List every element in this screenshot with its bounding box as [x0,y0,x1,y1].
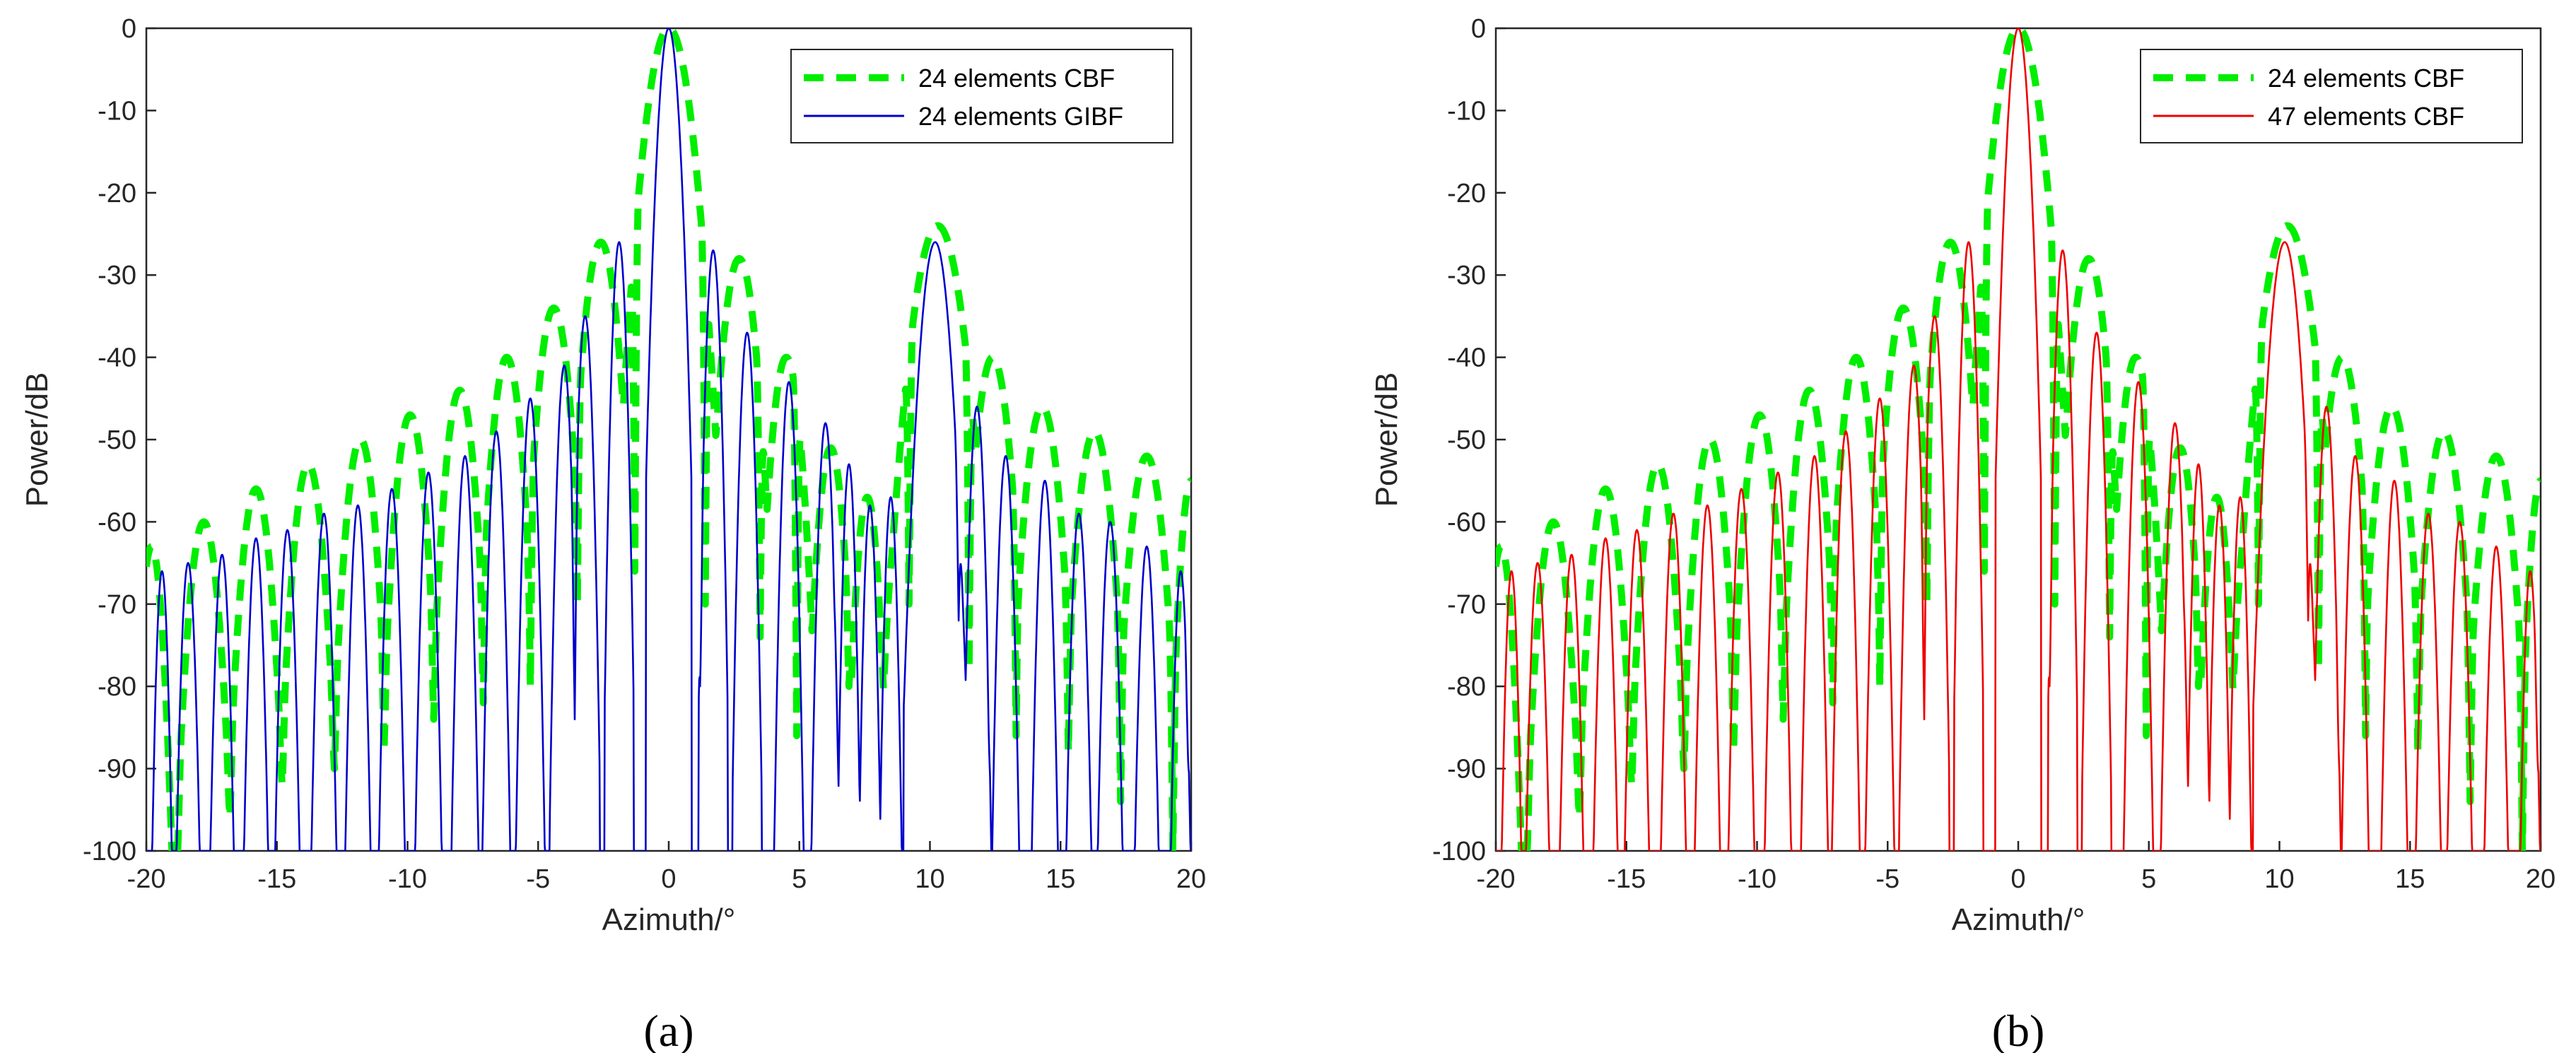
y-tick-label: -30 [98,261,136,290]
y-tick-label: -40 [98,343,136,373]
legend-label-cbf24: 24 elements CBF [2268,64,2464,93]
x-tick-label: -5 [526,864,550,894]
y-tick-label: -20 [98,179,136,208]
x-tick-label: -10 [1738,864,1776,894]
legend: 24 elements CBF 24 elements GIBF [790,49,1173,143]
y-tick-label: -60 [1447,507,1486,537]
x-tick-label: 5 [792,864,807,894]
y-tick-label: -30 [1447,261,1486,290]
legend-label-cbf47: 47 elements CBF [2268,102,2464,131]
x-tick-labels: -20 -15 -10 -5 0 5 10 15 20 [127,864,1207,894]
legend-label-cbf24: 24 elements CBF [918,64,1115,93]
x-tick-label: -20 [1477,864,1516,894]
x-axis-label: Azimuth/° [1952,902,2085,937]
y-tick-label: -80 [98,672,136,702]
legend-box [2140,49,2523,143]
x-tick-label: -15 [257,864,296,894]
series-layer [146,28,1191,851]
x-tick-label: 15 [2395,864,2425,894]
x-tick-label: -10 [388,864,427,894]
y-tick-label: -70 [98,590,136,620]
x-tick-label: 5 [2141,864,2156,894]
y-tick-label: -20 [1447,179,1486,208]
series-line-cbf47 [1496,28,2541,851]
y-tick-label: -50 [1447,425,1486,455]
x-tick-labels: -20 -15 -10 -5 0 5 10 15 20 [1477,864,2556,894]
legend: 24 elements CBF 47 elements CBF [2140,49,2523,143]
y-tick-label: -70 [1447,590,1486,620]
y-tick-label: -50 [98,425,136,455]
chart-panel-a: -20 -15 -10 -5 0 5 10 15 20 0-10-20-30-40-50-60-… [20,14,1206,1053]
y-tick-label: 0 [122,14,136,44]
y-tick-label: -80 [1447,672,1486,702]
y-tick-labels: 0 -10 -20 -30 -40 -50 -60 -70 -80 -90 -100 [1432,14,1486,866]
series-line-cbf24 [146,28,1191,851]
y-axis-label: Power/dB [1369,372,1404,507]
series-line-cbf24 [1496,28,2541,851]
y-tick-label: -40 [1447,343,1486,373]
x-tick-label: -15 [1607,864,1646,894]
y-tick-label: -100 [83,837,136,866]
y-axis-label: Power/dB [20,372,54,507]
series-layer [1496,28,2541,851]
x-tick-label: 0 [661,864,676,894]
chart-panel-b: -20 -15 -10 -5 0 5 10 15 20 0-10-20-30-40-50-60-… [1369,14,2555,1053]
x-tick-label: -20 [127,864,166,894]
y-tick-label: -10 [1447,96,1486,126]
x-tick-label: 10 [915,864,944,894]
y-tick-label: -100 [1432,837,1486,866]
y-tick-label: -60 [98,507,136,537]
y-tick-label: -90 [98,755,136,784]
x-axis-label: Azimuth/° [602,902,736,937]
x-tick-label: 10 [2264,864,2294,894]
series-line-gibf [146,28,1191,851]
legend-box [790,49,1173,143]
caption-a: (a) [643,1006,693,1053]
y-tick-label: 0 [1471,14,1486,44]
x-tick-label: 20 [2526,864,2555,894]
x-tick-label: 0 [2010,864,2025,894]
x-tick-label: 15 [1046,864,1075,894]
y-tick-labels: 0 -10 -20 -30 -40 -50 -60 -70 -80 -90 -100 [83,14,136,866]
y-tick-label: -90 [1447,755,1486,784]
legend-label-gibf: 24 elements GIBF [918,102,1123,131]
x-tick-label: 20 [1176,864,1206,894]
y-tick-label: -10 [98,96,136,126]
caption-b: (b) [1992,1006,2045,1053]
x-tick-label: -5 [1875,864,1899,894]
